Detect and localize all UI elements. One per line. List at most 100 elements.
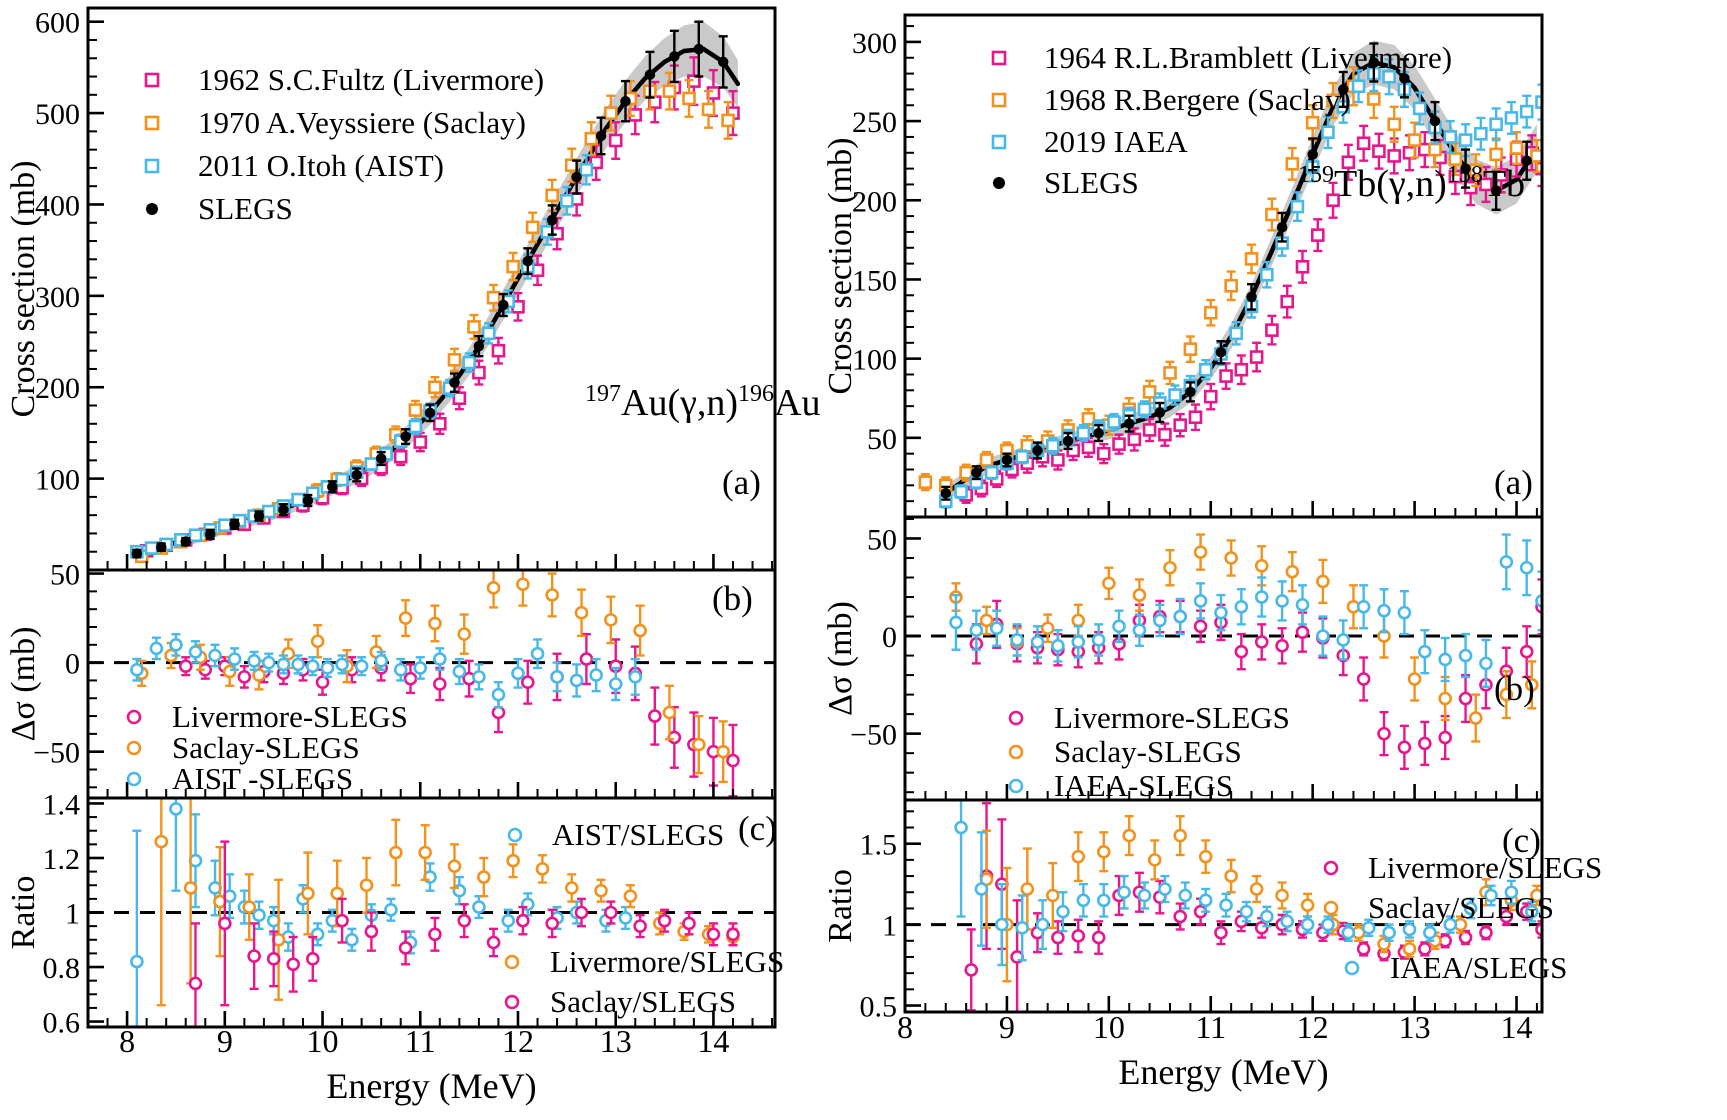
marker-circle (1008, 778, 1024, 794)
marker-circle (359, 878, 374, 893)
x-ticks (903, 996, 1538, 1012)
x-tick-label: 9 (999, 1009, 1015, 1045)
marker-square (1137, 402, 1152, 417)
panel-au-c: 1.4 1.2 1 0.8 0.6 Ratio (c) AIST/SLEGS Livermore… (5, 788, 784, 1040)
legend-label: Livermore/SLEGS (550, 944, 784, 979)
marker-circle (550, 670, 564, 684)
y-axis-title-a: Cross section (mb) (822, 138, 859, 395)
legend-label: SLEGS (1044, 165, 1139, 200)
marker-dot (1093, 427, 1104, 439)
marker-circle (1178, 888, 1193, 903)
legend-label: Livermore/SLEGS (1368, 850, 1602, 885)
legend-entry-2019-iaea: 2019 IAEA (991, 124, 1188, 159)
marker-dot (302, 495, 314, 506)
plot-area-a (130, 20, 741, 564)
marker-square (1249, 350, 1264, 364)
marker-circle (242, 900, 257, 914)
marker-dot (449, 377, 460, 388)
x-tick-label: 11 (405, 1023, 436, 1059)
marker-circle (476, 870, 491, 884)
marker-circle (682, 916, 696, 931)
y-tick-label: 0.6 (43, 1007, 81, 1040)
marker-circle (1479, 656, 1493, 671)
y-axis-title-c: Ratio (822, 869, 859, 943)
marker-dot (1307, 149, 1318, 160)
marker-square (433, 416, 447, 431)
marker-dot (571, 171, 582, 183)
legend-entry-2011-o-itoh-aist-: 2011 O.Itoh (AIST) (144, 148, 444, 183)
x-tick-label: 14 (697, 1023, 729, 1059)
marker-circle (364, 924, 379, 939)
plot-area-c (88, 798, 775, 1027)
marker-square (1188, 410, 1203, 425)
marker-square (1387, 149, 1402, 163)
marker-square (1051, 453, 1065, 467)
marker-circle (628, 670, 643, 684)
x-tick-label: 9 (217, 1023, 233, 1059)
marker-circle (252, 668, 266, 682)
legend-label: Livermore-SLEGS (172, 699, 408, 734)
marker-circle (1249, 882, 1264, 896)
marker-circle (457, 913, 472, 928)
marker-square (1244, 252, 1259, 266)
marker-square (579, 162, 594, 177)
marker-square (1168, 388, 1182, 402)
marker-square (506, 259, 520, 274)
marker-circle (149, 641, 164, 656)
marker-circle (657, 913, 672, 928)
marker-circle (1530, 888, 1542, 903)
marker-circle (330, 886, 344, 901)
marker-circle (1382, 925, 1396, 940)
marker-circle (208, 648, 222, 663)
marker-square (954, 484, 968, 499)
y-axis-title-c: Ratio (5, 876, 42, 950)
y-tick-label: 0 (65, 648, 80, 681)
marker-square (1265, 323, 1279, 337)
y-tick-label: −50 (850, 719, 897, 752)
legend-entry-aist-slegs: AIST -SLEGS (126, 761, 353, 796)
marker-circle (1285, 564, 1300, 579)
marker-circle (335, 913, 349, 928)
marker-circle (1397, 605, 1412, 620)
marker-square (991, 134, 1007, 150)
marker-square (604, 106, 618, 120)
marker-circle (1468, 711, 1483, 725)
marker-circle (276, 657, 291, 672)
marker-circle (305, 952, 320, 966)
marker-circle (716, 744, 731, 759)
legend-entry-slegs: SLEGS (993, 165, 1139, 200)
marker-dot (146, 203, 158, 215)
marker-circle (1295, 625, 1310, 639)
marker-square (682, 91, 696, 106)
marker-square (525, 220, 540, 235)
marker-circle (1423, 925, 1437, 940)
marker-circle (1045, 888, 1060, 903)
x-tick-label: 11 (1195, 1009, 1226, 1045)
marker-circle (1173, 609, 1187, 624)
marker-square (1321, 125, 1335, 139)
marker-circle (1214, 605, 1228, 620)
y-tick-label: 200 (852, 185, 897, 218)
plot-area-b (88, 570, 775, 798)
x-tick-label: 10 (1093, 1009, 1125, 1045)
x-axis-title: Energy (MeV) (326, 1066, 536, 1106)
legend-label: IAEA-SLEGS (1054, 768, 1233, 803)
x-ticks (903, 501, 1538, 517)
x-tick-label: 8 (119, 1023, 135, 1059)
marker-dot (669, 51, 680, 62)
legend-entry-saclay-slegs: Saclay-SLEGS (1008, 734, 1242, 769)
marker-circle (457, 627, 472, 641)
marker-circle (1071, 613, 1086, 628)
marker-square (447, 353, 462, 367)
marker-circle (1458, 648, 1473, 663)
marker-circle (1122, 828, 1137, 843)
marker-circle (647, 709, 662, 723)
legend-label: 1964 R.L.Bramblett (Livermore) (1044, 40, 1452, 75)
x-axis-labels-au: 8 9 10 11 12 13 14 Energy (MeV) (119, 1023, 729, 1106)
y-tick-label: 0 (882, 621, 897, 654)
marker-circle (126, 740, 142, 756)
marker-circle (452, 664, 467, 679)
